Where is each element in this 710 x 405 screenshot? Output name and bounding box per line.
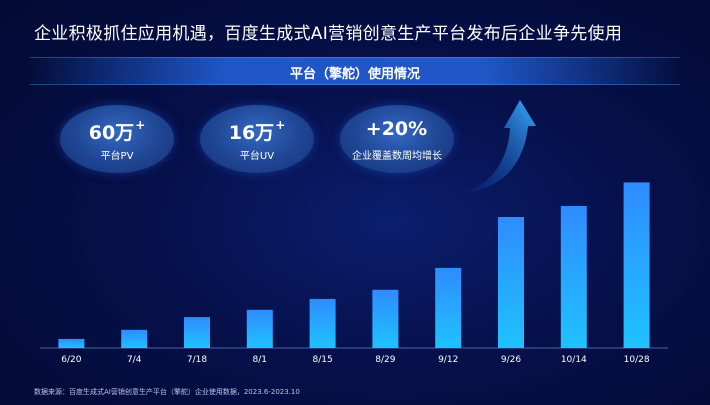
bar-9-26 xyxy=(498,217,524,348)
x-tick-label: 10/14 xyxy=(561,355,587,365)
x-tick-label: 9/12 xyxy=(438,355,458,365)
x-tick-label: 8/29 xyxy=(375,355,395,365)
x-tick-label: 8/1 xyxy=(253,355,267,365)
x-tick-label: 9/26 xyxy=(501,355,521,365)
banner-title: 平台（擎舵）使用情况 xyxy=(289,67,420,82)
trend-arrow-icon xyxy=(462,100,536,193)
bar-7-4 xyxy=(121,329,148,348)
kpi-growth: +20% 企业覆盖数周均增长 xyxy=(340,105,454,173)
bar-8-29 xyxy=(372,289,399,348)
x-tick-label: 10/28 xyxy=(624,355,650,365)
footnote: 数据来源：百度生成式AI营销创意生产平台（擎舵）企业使用数据，2023.6-20… xyxy=(34,388,300,396)
kpi-label: 平台PV xyxy=(100,151,134,162)
bar-10-14 xyxy=(560,206,587,348)
bar-7-18 xyxy=(184,317,210,348)
kpi-label: 平台UV xyxy=(239,151,275,162)
bar-8-1 xyxy=(246,309,273,348)
bar-10-28 xyxy=(623,182,650,348)
bar-8-15 xyxy=(309,298,336,348)
kpi-value: 16万+ xyxy=(228,118,286,144)
kpi-uv: 16万+ 平台UV xyxy=(200,105,314,173)
kpi-label: 企业覆盖数周均增长 xyxy=(352,151,442,162)
bar-6-20 xyxy=(58,338,85,348)
x-tick-label: 7/4 xyxy=(127,355,142,365)
x-tick-label: 8/15 xyxy=(312,355,332,365)
x-tick-label: 7/18 xyxy=(187,355,207,365)
headline: 企业积极抓住应用机遇，百度生成式AI营销创意生产平台发布后企业争先使用 xyxy=(34,24,623,44)
bar-9-12 xyxy=(435,267,462,348)
kpi-value: 60万+ xyxy=(88,118,146,144)
x-tick-label: 6/20 xyxy=(61,355,81,365)
kpi-value: +20% xyxy=(365,118,428,140)
kpi-pv: 60万+ 平台PV xyxy=(60,105,174,173)
section-banner: 平台（擎舵）使用情况 xyxy=(30,57,680,85)
